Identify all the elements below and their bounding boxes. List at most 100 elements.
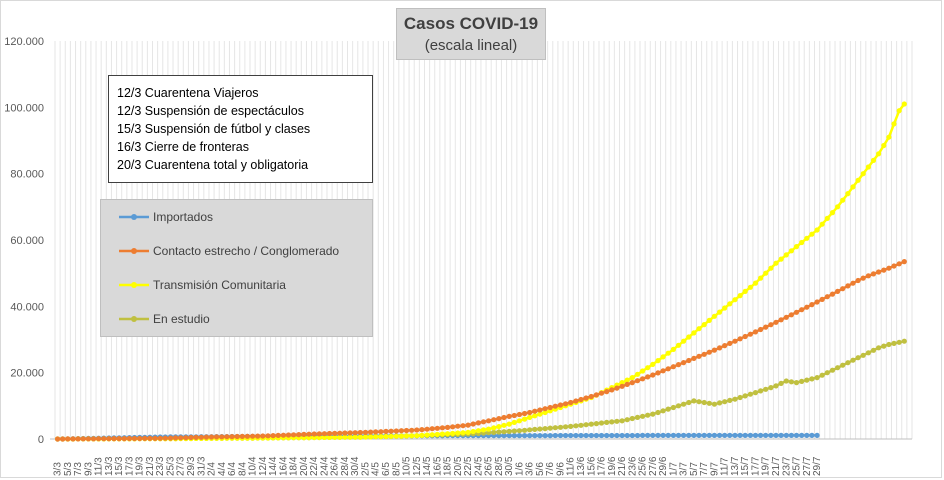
x-tick-label: 28/4 xyxy=(340,456,351,476)
data-point-contacto-estrecho-conglomerado xyxy=(629,380,635,386)
data-point-transmisi-n-comunitaria xyxy=(835,204,841,210)
data-point-contacto-estrecho-conglomerado xyxy=(763,324,769,330)
x-tick-label: 11/6 xyxy=(566,457,577,476)
y-tick-label: 80.000 xyxy=(10,169,44,181)
data-point-contacto-estrecho-conglomerado xyxy=(506,413,512,419)
data-point-importados xyxy=(773,432,779,438)
data-point-contacto-estrecho-conglomerado xyxy=(70,436,76,442)
data-point-en-estudio xyxy=(768,385,774,391)
data-point-transmisi-n-comunitaria xyxy=(337,434,343,440)
x-tick-label: 1/6 xyxy=(514,462,525,476)
data-point-contacto-estrecho-conglomerado xyxy=(752,329,759,335)
data-point-en-estudio xyxy=(568,423,574,429)
x-tick-label: 11/3 xyxy=(94,457,105,476)
data-point-contacto-estrecho-conglomerado xyxy=(80,436,86,442)
data-point-contacto-estrecho-conglomerado xyxy=(183,435,189,441)
data-point-transmisi-n-comunitaria xyxy=(773,260,779,266)
data-point-contacto-estrecho-conglomerado xyxy=(686,357,692,364)
data-point-transmisi-n-comunitaria xyxy=(537,411,543,417)
data-point-contacto-estrecho-conglomerado xyxy=(106,436,112,442)
data-point-importados xyxy=(578,432,584,439)
annotation-5: 20/3 Cuarentena total y obligatoria xyxy=(117,158,309,172)
x-tick-label: 24/5 xyxy=(473,456,484,476)
data-point-contacto-estrecho-conglomerado xyxy=(850,280,856,286)
data-point-importados xyxy=(691,432,697,438)
data-point-transmisi-n-comunitaria xyxy=(865,164,872,170)
data-point-importados xyxy=(758,432,764,438)
data-point-contacto-estrecho-conglomerado xyxy=(121,436,127,442)
data-point-transmisi-n-comunitaria xyxy=(845,191,851,197)
data-point-contacto-estrecho-conglomerado xyxy=(173,435,179,441)
data-point-transmisi-n-comunitaria xyxy=(711,313,718,319)
data-point-en-estudio xyxy=(804,377,810,383)
data-point-contacto-estrecho-conglomerado xyxy=(711,347,718,353)
data-point-contacto-estrecho-conglomerado xyxy=(424,426,430,432)
y-tick-label: 60.000 xyxy=(10,235,44,247)
data-point-transmisi-n-comunitaria xyxy=(414,433,420,439)
data-point-transmisi-n-comunitaria xyxy=(819,221,825,227)
data-point-en-estudio xyxy=(819,372,825,378)
data-point-transmisi-n-comunitaria xyxy=(732,297,738,303)
data-point-contacto-estrecho-conglomerado xyxy=(280,432,286,438)
data-point-en-estudio xyxy=(640,413,646,419)
x-tick-label: 21/6 xyxy=(617,456,628,476)
data-point-contacto-estrecho-conglomerado xyxy=(203,434,209,440)
data-point-contacto-estrecho-conglomerado xyxy=(593,392,600,398)
x-tick-label: 30/4 xyxy=(350,456,361,476)
data-point-importados xyxy=(788,432,795,438)
data-point-transmisi-n-comunitaria xyxy=(752,280,759,286)
data-point-contacto-estrecho-conglomerado xyxy=(809,302,815,308)
x-tick-label: 17/7 xyxy=(750,456,761,476)
data-point-importados xyxy=(619,432,625,439)
data-point-contacto-estrecho-conglomerado xyxy=(737,336,743,342)
data-point-importados xyxy=(747,432,754,438)
data-point-en-estudio xyxy=(583,422,589,428)
annotation-3: 15/3 Suspensión de fútbol y clases xyxy=(117,122,311,136)
data-point-contacto-estrecho-conglomerado xyxy=(296,432,302,438)
data-point-contacto-estrecho-conglomerado xyxy=(316,431,322,437)
data-point-contacto-estrecho-conglomerado xyxy=(896,261,902,267)
data-point-contacto-estrecho-conglomerado xyxy=(604,389,610,395)
data-point-en-estudio xyxy=(855,355,861,361)
data-point-en-estudio xyxy=(860,352,866,358)
data-point-contacto-estrecho-conglomerado xyxy=(208,434,215,440)
data-point-en-estudio xyxy=(619,418,625,424)
data-point-transmisi-n-comunitaria xyxy=(640,368,646,374)
data-point-contacto-estrecho-conglomerado xyxy=(219,434,225,440)
data-point-en-estudio xyxy=(865,350,872,356)
data-point-transmisi-n-comunitaria xyxy=(439,431,445,437)
data-point-transmisi-n-comunitaria xyxy=(383,433,389,440)
x-tick-label: 12/5 xyxy=(412,456,423,476)
data-point-contacto-estrecho-conglomerado xyxy=(747,331,754,337)
data-point-importados xyxy=(686,432,692,438)
data-point-transmisi-n-comunitaria xyxy=(629,375,635,381)
data-point-transmisi-n-comunitaria xyxy=(737,293,743,299)
data-point-contacto-estrecho-conglomerado xyxy=(491,417,497,423)
data-point-contacto-estrecho-conglomerado xyxy=(486,418,492,424)
data-point-importados xyxy=(609,432,615,439)
data-point-transmisi-n-comunitaria xyxy=(804,235,810,241)
x-tick-label: 11/7 xyxy=(720,457,731,476)
data-point-contacto-estrecho-conglomerado xyxy=(609,387,615,393)
data-point-contacto-estrecho-conglomerado xyxy=(665,366,671,372)
data-point-contacto-estrecho-conglomerado xyxy=(291,432,297,438)
data-point-transmisi-n-comunitaria xyxy=(450,430,456,436)
data-point-transmisi-n-comunitaria xyxy=(332,434,338,440)
data-point-en-estudio xyxy=(722,399,728,405)
series-line-contacto-estrecho-conglomerado xyxy=(57,260,905,441)
x-tick-label: 15/7 xyxy=(740,456,751,476)
data-point-contacto-estrecho-conglomerado xyxy=(634,378,641,384)
data-point-transmisi-n-comunitaria xyxy=(881,142,887,149)
x-tick-label: 21/3 xyxy=(145,456,156,476)
data-point-en-estudio xyxy=(506,428,512,434)
x-tick-label: 7/7 xyxy=(699,462,710,476)
data-point-transmisi-n-comunitaria xyxy=(870,157,877,163)
data-point-transmisi-n-comunitaria xyxy=(706,317,712,323)
data-point-transmisi-n-comunitaria xyxy=(876,151,882,157)
data-point-transmisi-n-comunitaria xyxy=(398,433,404,439)
data-point-contacto-estrecho-conglomerado xyxy=(901,259,907,265)
data-point-transmisi-n-comunitaria xyxy=(501,422,507,428)
data-point-en-estudio xyxy=(511,428,517,434)
data-point-importados xyxy=(573,432,579,439)
data-point-importados xyxy=(588,432,594,439)
